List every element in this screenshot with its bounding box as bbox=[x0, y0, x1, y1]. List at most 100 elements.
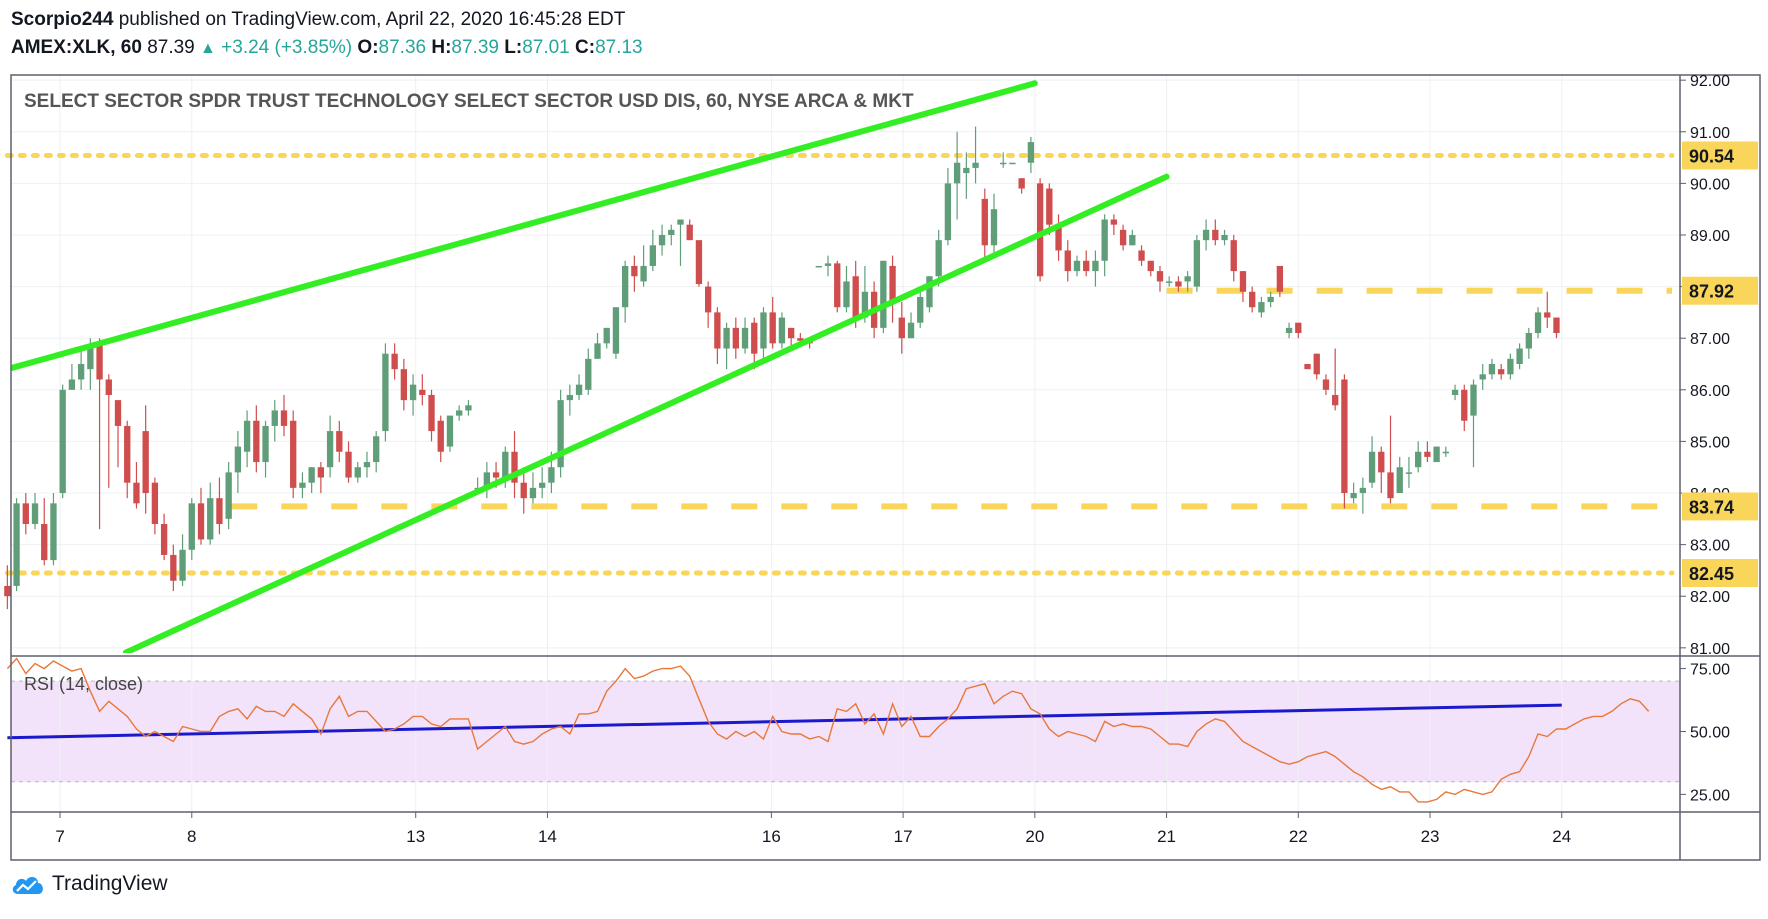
candle-body bbox=[1166, 281, 1173, 283]
candle-body bbox=[529, 487, 537, 499]
candle-body bbox=[354, 467, 361, 478]
candle-body bbox=[1553, 317, 1560, 334]
candle-body bbox=[1129, 234, 1136, 246]
candle-body bbox=[133, 482, 140, 504]
candle-body bbox=[225, 472, 232, 519]
candle-body bbox=[575, 384, 583, 395]
candle-body bbox=[1175, 281, 1182, 287]
candle-body bbox=[142, 431, 149, 494]
candle-body bbox=[4, 585, 11, 597]
time-tick-label: 22 bbox=[1289, 827, 1308, 846]
candle-body bbox=[280, 410, 288, 426]
brand-name[interactable]: TradingView bbox=[52, 872, 168, 895]
candle-body bbox=[22, 503, 29, 524]
price-tick-label: 91.00 bbox=[1690, 125, 1730, 142]
price-label-tag bbox=[1682, 141, 1758, 170]
candle-body bbox=[188, 503, 195, 550]
candle-body bbox=[1027, 142, 1035, 163]
time-tick-label: 24 bbox=[1552, 827, 1571, 846]
candle-body bbox=[271, 410, 278, 426]
candle-body bbox=[1119, 229, 1127, 246]
candle-body bbox=[1202, 229, 1210, 241]
candle-body bbox=[1341, 379, 1348, 494]
candle-body bbox=[981, 198, 988, 246]
candle-body bbox=[1451, 389, 1459, 395]
candle-body bbox=[77, 364, 85, 380]
candle-body bbox=[1147, 260, 1154, 272]
candle-body bbox=[290, 420, 297, 488]
candle-body bbox=[585, 358, 592, 390]
candle-body bbox=[419, 389, 426, 395]
candle-body bbox=[456, 410, 463, 416]
candle-body bbox=[1055, 224, 1062, 251]
high-value: 87.39 bbox=[451, 37, 499, 58]
symbol-info: AMEX:XLK, 60 87.39 ▲ +3.24 (+3.85%) O:87… bbox=[11, 37, 643, 59]
chart-border bbox=[10, 74, 1761, 861]
candle-body bbox=[1110, 219, 1118, 225]
candle-body bbox=[760, 312, 767, 349]
symbol-name[interactable]: AMEX:XLK, 60 bbox=[11, 37, 142, 58]
candle-body bbox=[852, 276, 859, 318]
candle-body bbox=[326, 431, 334, 468]
price-label-tag bbox=[1682, 559, 1758, 588]
candle-body bbox=[1488, 364, 1496, 375]
candle-body bbox=[990, 209, 998, 246]
candle-body bbox=[889, 265, 896, 303]
author-name[interactable]: Scorpio244 bbox=[11, 9, 114, 30]
candle-body bbox=[797, 338, 804, 341]
candle-body bbox=[1073, 260, 1081, 272]
candle-body bbox=[917, 296, 924, 323]
chart-title: SELECT SECTOR SPDR TRUST TECHNOLOGY SELE… bbox=[24, 91, 914, 112]
price-label-text: 90.54 bbox=[1689, 147, 1734, 167]
candle-body bbox=[898, 317, 905, 339]
candle-body bbox=[631, 265, 638, 277]
candle-body bbox=[1497, 369, 1505, 375]
candle-body bbox=[87, 348, 94, 370]
up-arrow-icon: ▲ bbox=[200, 40, 216, 57]
candle-body bbox=[787, 327, 795, 339]
candle-body bbox=[1405, 472, 1413, 474]
candle-body bbox=[640, 265, 647, 282]
candle-body bbox=[151, 482, 159, 524]
open-label: O: bbox=[357, 37, 379, 58]
close-label: C: bbox=[575, 37, 596, 58]
candle-body bbox=[843, 281, 850, 308]
candle-body bbox=[953, 162, 961, 184]
candle-body bbox=[68, 379, 76, 390]
candle-body bbox=[732, 327, 739, 349]
candle-body bbox=[308, 467, 315, 483]
candle-body bbox=[1433, 446, 1440, 463]
candle-body bbox=[741, 327, 749, 349]
candle-body bbox=[502, 451, 509, 478]
candle-body bbox=[815, 265, 822, 268]
candle-body bbox=[1101, 219, 1108, 261]
candle-body bbox=[539, 482, 546, 488]
candle-body bbox=[262, 425, 269, 463]
time-tick-label: 16 bbox=[762, 827, 781, 846]
candle-body bbox=[1230, 240, 1237, 272]
candle-body bbox=[1046, 188, 1053, 225]
rsi-tick-label: 25.00 bbox=[1690, 787, 1730, 804]
candle-body bbox=[41, 523, 48, 561]
time-tick-label: 7 bbox=[55, 827, 64, 846]
candle-body bbox=[483, 472, 491, 488]
candle-body bbox=[972, 162, 979, 168]
candle-body bbox=[1267, 296, 1274, 303]
candle-body bbox=[1534, 312, 1542, 334]
candle-body bbox=[594, 343, 601, 359]
candle-body bbox=[834, 263, 841, 308]
candle-body bbox=[59, 389, 66, 494]
candle-body bbox=[492, 472, 500, 478]
candle-body bbox=[50, 503, 57, 561]
candle-body bbox=[114, 400, 122, 426]
candle-body bbox=[207, 498, 214, 540]
candle-body bbox=[935, 240, 942, 277]
low-value: 87.01 bbox=[522, 37, 570, 58]
candle-body bbox=[31, 503, 39, 524]
trendline bbox=[122, 173, 1170, 653]
price-tick-label: 83.00 bbox=[1690, 538, 1730, 555]
price-tick-label: 87.00 bbox=[1690, 331, 1730, 348]
candle-body bbox=[1000, 162, 1007, 165]
candle-body bbox=[1018, 178, 1025, 189]
